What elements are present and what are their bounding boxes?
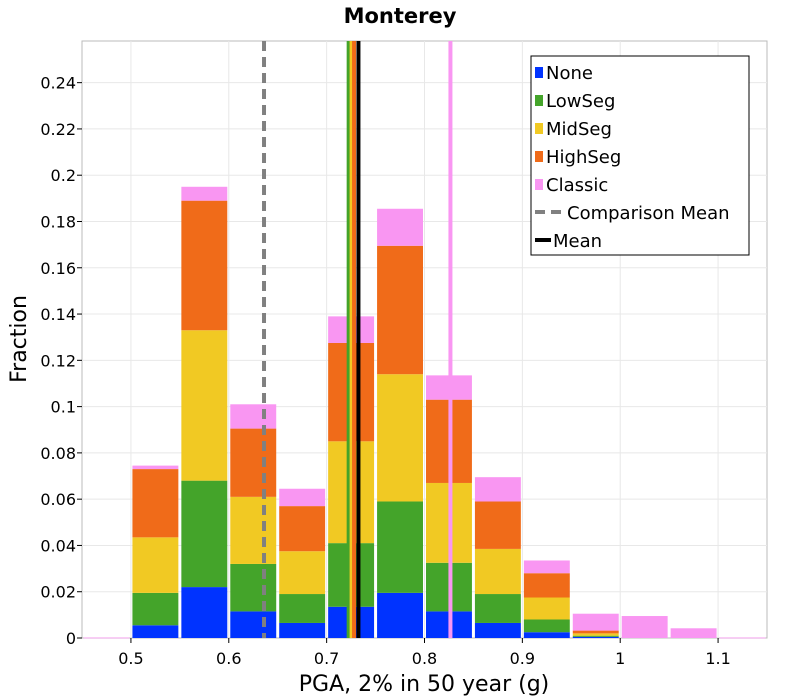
y-axis: 0 0.02 0.04 0.06 0.08 0.1 0.12 0.14 0.16 0.18 0.2 0… xyxy=(40,74,82,648)
bar-none-2 xyxy=(181,587,228,638)
x-axis: 0.5 0.6 0.7 0.8 0.9 1 1.1 xyxy=(118,638,731,668)
bar-classic-10 xyxy=(572,613,619,631)
legend-label-comparison-mean: Comparison Mean xyxy=(567,203,730,224)
bar-highseg-3 xyxy=(230,428,277,497)
legend-swatch-classic xyxy=(535,179,543,190)
bar-midseg-1 xyxy=(132,537,179,593)
bar-classic-9 xyxy=(523,560,570,574)
legend-label-mean: Mean xyxy=(553,231,602,252)
y-tick-label-3: 0.06 xyxy=(40,490,76,509)
y-tick-label-1: 0.02 xyxy=(40,583,76,602)
y-tick-label-5: 0.1 xyxy=(51,398,76,417)
bar-classic-3 xyxy=(230,404,277,429)
bar-midseg-8 xyxy=(474,548,521,595)
legend-swatch-lowseg xyxy=(535,95,543,106)
bar-lowseg-1 xyxy=(132,592,179,626)
bar-classic-12 xyxy=(670,628,717,638)
y-tick-label-4: 0.08 xyxy=(40,444,76,463)
y-tick-label-7: 0.14 xyxy=(40,305,76,324)
x-tick-label-0: 0.5 xyxy=(118,649,143,668)
bar-highseg-1 xyxy=(132,469,179,538)
legend-label-midseg: MidSeg xyxy=(546,119,612,140)
legend-label-none: None xyxy=(546,63,593,84)
legend-swatch-none xyxy=(535,67,543,78)
x-tick-label-4: 0.9 xyxy=(510,649,535,668)
bar-midseg-9 xyxy=(523,597,570,620)
bar-midseg-2 xyxy=(181,330,228,481)
bar-midseg-6 xyxy=(377,374,423,502)
y-tick-label-6: 0.12 xyxy=(40,351,76,370)
bar-classic-0 xyxy=(83,637,130,639)
y-tick-label-8: 0.16 xyxy=(40,259,76,278)
bar-midseg-3 xyxy=(230,496,277,564)
y-tick-label-11: 0.22 xyxy=(40,120,76,139)
x-tick-label-2: 0.7 xyxy=(314,649,339,668)
bar-highseg-4 xyxy=(279,506,326,552)
bar-classic-11 xyxy=(621,616,668,638)
bar-none-10 xyxy=(572,636,619,638)
bar-highseg-2 xyxy=(181,200,228,331)
bar-none-9 xyxy=(523,632,570,638)
bar-classic-2 xyxy=(181,186,228,201)
bar-lowseg-4 xyxy=(279,594,326,623)
bar-midseg-10 xyxy=(572,633,619,636)
bar-highseg-6 xyxy=(377,245,423,375)
bar-none-1 xyxy=(132,625,179,638)
x-tick-label-5: 1 xyxy=(615,649,625,668)
x-tick-label-6: 1.1 xyxy=(705,649,730,668)
legend-swatch-midseg xyxy=(535,123,543,134)
bar-lowseg-2 xyxy=(181,480,228,588)
bar-lowseg-6 xyxy=(377,501,423,593)
chart-title: Monterey xyxy=(344,4,457,28)
bar-classic-13 xyxy=(719,637,766,639)
bar-none-3 xyxy=(230,611,277,638)
bar-classic-1 xyxy=(132,465,179,470)
bar-highseg-8 xyxy=(474,501,521,549)
y-tick-label-10: 0.2 xyxy=(51,166,76,185)
bar-none-8 xyxy=(474,622,521,638)
x-tick-label-1: 0.6 xyxy=(216,649,241,668)
x-axis-label: PGA, 2% in 50 year (g) xyxy=(299,672,550,697)
y-tick-label-2: 0.04 xyxy=(40,536,76,555)
bar-lowseg-8 xyxy=(474,594,521,623)
y-axis-label: Fraction xyxy=(7,295,32,383)
bar-lowseg-10 xyxy=(572,635,619,637)
x-tick-label-3: 0.8 xyxy=(412,649,437,668)
bar-classic-6 xyxy=(377,208,423,246)
legend-label-highseg: HighSeg xyxy=(546,147,621,168)
bar-highseg-10 xyxy=(572,630,619,634)
legend-label-lowseg: LowSeg xyxy=(546,91,615,112)
bar-classic-8 xyxy=(474,477,521,502)
y-tick-label-0: 0 xyxy=(66,629,76,648)
legend: None LowSeg MidSeg HighSeg Classic Comparison… xyxy=(530,55,750,256)
bar-midseg-4 xyxy=(279,551,326,595)
bar-lowseg-3 xyxy=(230,563,277,612)
bar-none-6 xyxy=(377,592,423,638)
bar-classic-4 xyxy=(279,488,326,507)
legend-swatch-highseg xyxy=(535,151,543,162)
bar-none-4 xyxy=(279,622,326,638)
bar-highseg-9 xyxy=(523,573,570,598)
y-tick-label-12: 0.24 xyxy=(40,74,76,93)
legend-label-classic: Classic xyxy=(546,175,608,196)
bar-lowseg-9 xyxy=(523,619,570,633)
y-tick-label-9: 0.18 xyxy=(40,212,76,231)
legend-box xyxy=(530,55,750,256)
mean-lines xyxy=(262,41,453,638)
